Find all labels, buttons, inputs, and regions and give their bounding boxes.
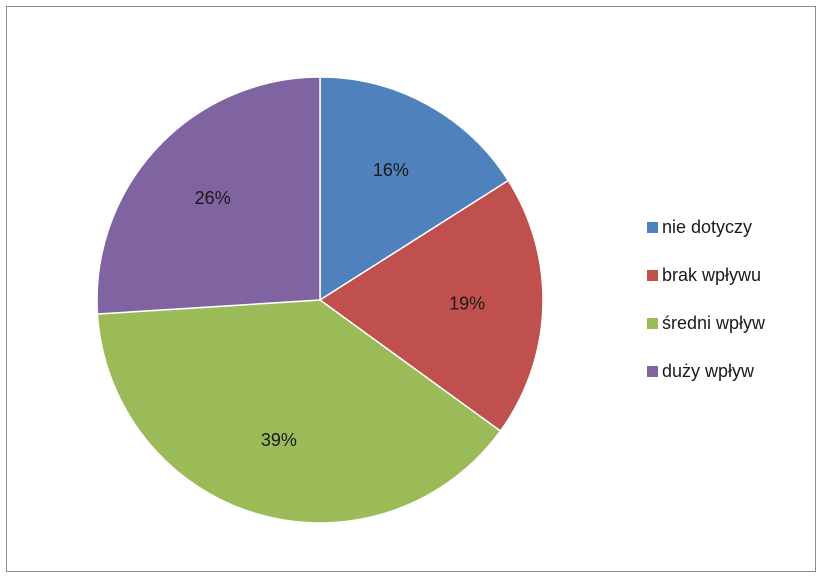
pie-data-labels: 16% 19% 39% 26%: [195, 160, 485, 450]
legend-label: brak wpływu: [662, 264, 762, 285]
legend-label: nie dotyczy: [662, 216, 753, 237]
data-label-2: 19%: [449, 293, 485, 313]
legend-item: nie dotyczy: [647, 215, 765, 239]
legend-label: średni wpływ: [662, 312, 766, 333]
legend-label: duży wpływ: [662, 360, 755, 381]
data-label-1: 16%: [373, 160, 409, 180]
pie-slice-3: [96, 299, 502, 524]
data-label-3: 39%: [261, 430, 297, 450]
legend-swatch: [647, 221, 658, 233]
legend-item: średni wpływ: [647, 311, 765, 335]
pie-slice-4: [96, 76, 321, 315]
data-label-4: 26%: [195, 188, 231, 208]
legend-item: duży wpływ: [647, 359, 765, 383]
pie-slice-2: [318, 179, 544, 433]
legend-item: brak wpływu: [647, 263, 765, 287]
pie-slice-1: [319, 76, 510, 302]
legend-swatch: [647, 317, 658, 329]
pie-slices: [96, 76, 544, 524]
legend-swatch: [647, 269, 658, 281]
chart-legend: nie dotyczy brak wpływu średni wpływ duży w…: [647, 215, 765, 383]
legend-swatch: [647, 365, 658, 377]
